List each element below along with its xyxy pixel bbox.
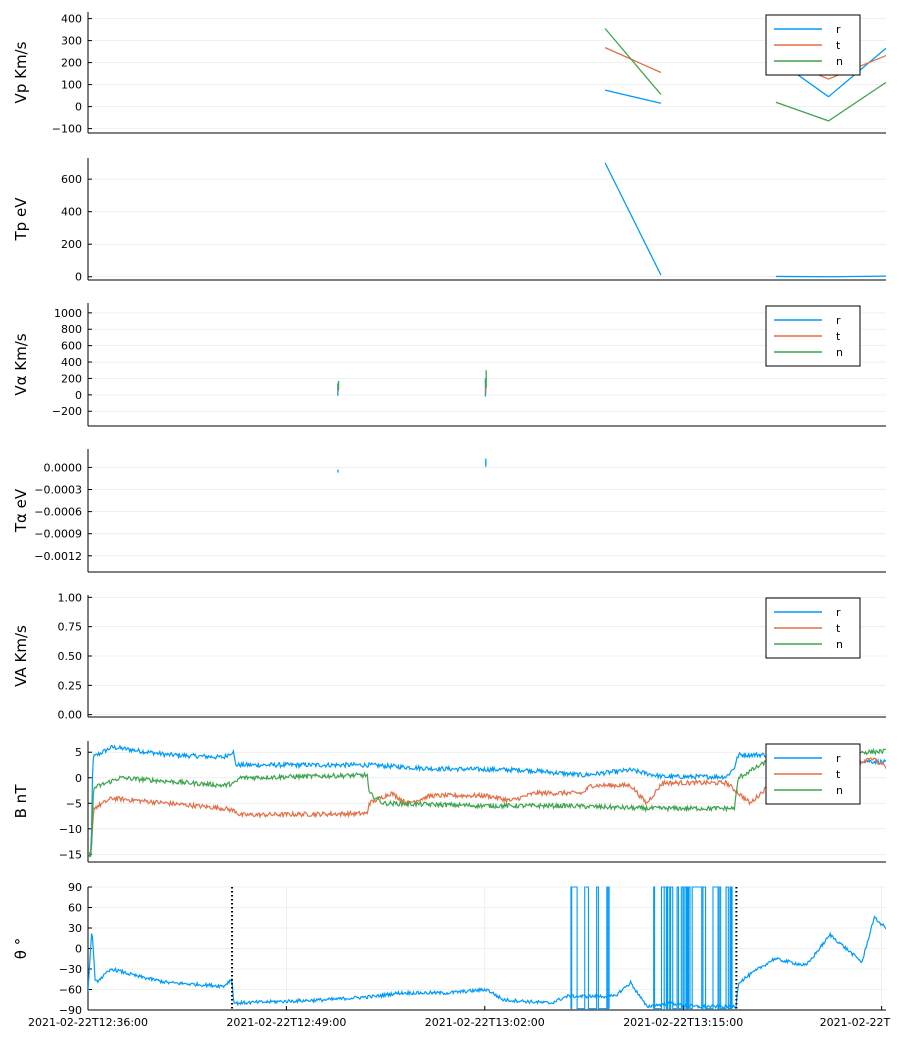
y-axis-label: Vp Km/s <box>12 41 30 103</box>
y-tick-label: 0 <box>75 101 82 114</box>
series-line-t <box>604 47 662 74</box>
y-tick-label: 0.00 <box>58 709 83 722</box>
plot-area <box>88 744 886 858</box>
y-tick-label: 400 <box>61 206 82 219</box>
series-line-r <box>88 915 886 1010</box>
y-tick-label: 400 <box>61 13 82 26</box>
series-burst-r <box>570 886 610 1010</box>
panel-b: −15 −10 −5 0 5 B nT rtn <box>12 741 886 863</box>
legend-label-r: r <box>836 23 841 36</box>
y-tick-label: 300 <box>61 35 82 48</box>
y-tick-label: −90 <box>59 1004 82 1017</box>
y-axis-label: Vα Km/s <box>12 333 30 395</box>
plot-area <box>604 162 886 278</box>
y-tick-label: 0.25 <box>58 679 83 692</box>
y-axis-label: VA Km/s <box>12 625 30 687</box>
series-burst-r <box>653 886 733 1010</box>
panel-va: −200 0 200 400 600 800 1000 Vα Km/s rtn <box>12 303 886 427</box>
plot-area <box>604 28 886 122</box>
y-tick-label: 60 <box>68 902 82 915</box>
y-tick-label: 0 <box>75 943 82 956</box>
legend-label-r: r <box>836 606 841 619</box>
y-tick-label: 30 <box>68 922 82 935</box>
series-line-r <box>604 89 662 104</box>
legend-label-n: n <box>836 55 843 68</box>
y-tick-label: 1.00 <box>58 591 83 604</box>
plot-area <box>337 370 487 397</box>
x-tick-label: 2021-02-22T12:49:00 <box>226 1016 346 1029</box>
x-tick-label: 2021-02-22T <box>820 1016 891 1029</box>
y-tick-label: −5 <box>66 797 82 810</box>
y-tick-label: −0.0003 <box>34 484 82 497</box>
plot-area <box>337 458 487 473</box>
y-axis-label: Tp eV <box>12 197 30 242</box>
y-tick-label: 0 <box>75 389 82 402</box>
legend-label-r: r <box>836 314 841 327</box>
series-line-r <box>88 744 886 857</box>
series-line-r <box>604 162 662 276</box>
y-tick-label: 0.75 <box>58 621 83 634</box>
y-tick-label: −30 <box>59 963 82 976</box>
panel-ta: −0.0012 −0.0009 −0.0006 −0.0003 0.0000 Tα eV <box>12 449 886 573</box>
y-tick-label: −0.0012 <box>34 550 82 563</box>
x-tick-label: 2021-02-22T13:15:00 <box>623 1016 743 1029</box>
y-tick-label: −10 <box>59 823 82 836</box>
panel-theta: −90 −60 −30 0 30 60 90 θ ° <box>12 881 886 1017</box>
legend-label-t: t <box>836 330 841 343</box>
y-tick-label: 0.50 <box>58 650 83 663</box>
y-tick-label: −60 <box>59 984 82 997</box>
y-tick-label: −0.0009 <box>34 528 82 541</box>
series-line-n <box>775 81 886 122</box>
legend-label-n: n <box>836 346 843 359</box>
y-tick-label: −0.0006 <box>34 506 82 519</box>
legend-label-n: n <box>836 784 843 797</box>
series-line-n <box>88 747 886 858</box>
y-tick-label: 400 <box>61 356 82 369</box>
series-line-r <box>775 275 886 278</box>
y-axis-label: θ ° <box>12 938 30 959</box>
y-tick-label: 5 <box>75 746 82 759</box>
legend: rtn <box>765 14 861 76</box>
y-tick-label: 800 <box>61 323 82 336</box>
y-tick-label: 0.0000 <box>44 461 83 474</box>
series-line-t <box>88 757 886 856</box>
panel-vA: 0.00 0.25 0.50 0.75 1.00 VA Km/s rtn <box>12 591 886 722</box>
legend: rtn <box>765 305 861 367</box>
legend-label-t: t <box>836 39 841 52</box>
y-tick-label: 1000 <box>54 307 82 320</box>
legend-label-t: t <box>836 768 841 781</box>
y-tick-label: −100 <box>52 123 82 136</box>
y-tick-label: 0 <box>75 772 82 785</box>
panel-vp: −100 0 100 200 300 400 Vp Km/s rtn <box>12 12 886 136</box>
y-tick-label: 90 <box>68 881 82 894</box>
panel-tp: 0 200 400 600 Tp eV <box>12 158 886 284</box>
legend-label-t: t <box>836 622 841 635</box>
y-tick-label: 0 <box>75 271 82 284</box>
y-tick-label: −15 <box>59 848 82 861</box>
y-axis-label: B nT <box>12 784 30 819</box>
y-tick-label: 200 <box>61 57 82 70</box>
legend: rtn <box>765 597 861 659</box>
x-tick-label: 2021-02-22T12:36:00 <box>28 1016 148 1029</box>
legend-label-n: n <box>836 638 843 651</box>
y-tick-label: 200 <box>61 238 82 251</box>
legend-label-r: r <box>836 752 841 765</box>
y-tick-label: 100 <box>61 79 82 92</box>
y-axis-label: Tα eV <box>12 488 30 533</box>
y-tick-label: 600 <box>61 173 82 186</box>
y-tick-label: −200 <box>52 405 82 418</box>
legend: rtn <box>765 743 861 805</box>
series-line-n <box>604 28 662 95</box>
x-tick-label: 2021-02-22T13:02:00 <box>425 1016 545 1029</box>
plot-area <box>88 886 886 1010</box>
y-tick-label: 600 <box>61 340 82 353</box>
y-tick-label: 200 <box>61 372 82 385</box>
